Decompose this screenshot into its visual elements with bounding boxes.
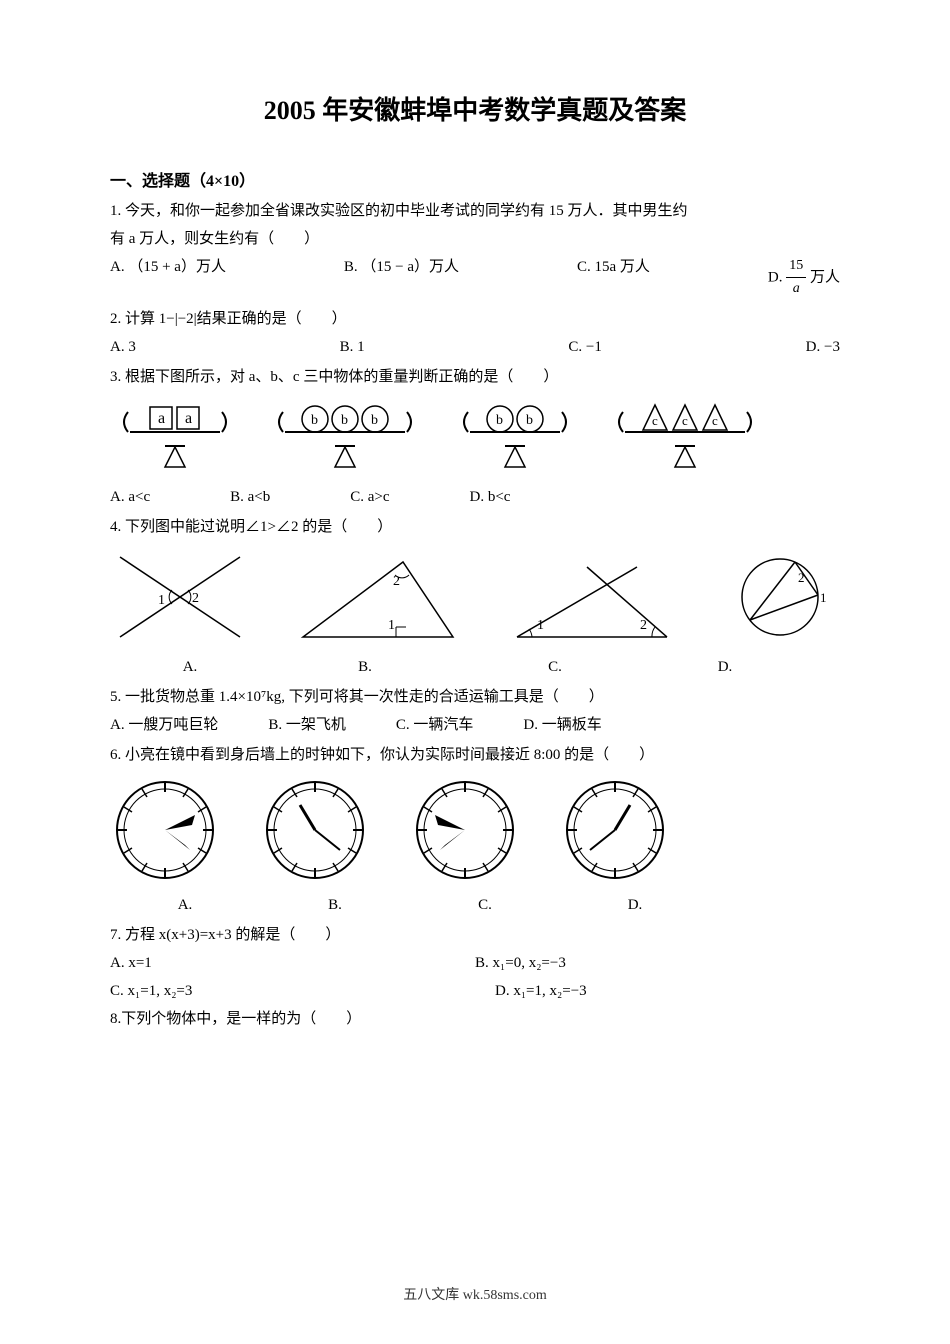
q5-opt-b: B. 一架飞机 [268,713,346,737]
q1-opt-b: B. （15 − a）万人 [344,255,459,301]
q4-label-c: C. [460,655,650,679]
svg-text:2: 2 [798,570,805,585]
balance-ccc-icon: c c c [610,397,760,477]
balance-bb-icon: b b [450,397,580,477]
angle-diagram-a-icon: 1 2 [110,547,250,647]
q2-opt-a: A. 3 [110,335,136,359]
question-3: 3. 根据下图所示，对 a、b、c 三中物体的重量判断正确的是（ ） a a b… [110,365,840,509]
q4-diagrams: 1 2 2 1 1 2 [110,547,840,647]
q2-text: 2. 计算 1−|−2|结果正确的是（ ） [110,307,840,331]
svg-text:c: c [652,413,658,428]
q3-opt-b: B. a<b [230,485,270,509]
q3-opt-a: A. a<c [110,485,150,509]
svg-text:1: 1 [388,618,395,633]
q4-label-d: D. [650,655,800,679]
q3-opt-d: D. b<c [470,485,511,509]
clock-b-icon [260,775,370,885]
q5-text: 5. 一批货物总重 1.4×10⁷kg, 下列可将其一次性走的合适运输工具是（ … [110,685,840,709]
question-1: 1. 今天，和你一起参加全省课改实验区的初中毕业考试的同学约有 15 万人．其中… [110,199,840,301]
q3-text: 3. 根据下图所示，对 a、b、c 三中物体的重量判断正确的是（ ） [110,365,840,389]
q1-optd-suffix: 万人 [810,269,840,285]
frac-numerator: 15 [786,255,806,278]
q4-label-b: B. [270,655,460,679]
question-2: 2. 计算 1−|−2|结果正确的是（ ） A. 3 B. 1 C. −1 D.… [110,307,840,359]
q2-opt-c: C. −1 [568,335,601,359]
q1-line2: 有 a 万人，则女生约有（ ） [110,227,840,251]
q3-opt-c: C. a>c [350,485,389,509]
question-4: 4. 下列图中能过说明∠1>∠2 的是（ ） 1 2 2 1 [110,515,840,679]
question-6: 6. 小亮在镜中看到身后墙上的时钟如下，你认为实际时间最接近 8:00 的是（ … [110,743,840,917]
q7-text: 7. 方程 x(x+3)=x+3 的解是（ ） [110,923,840,947]
q1-opt-c: C. 15a 万人 [577,255,650,301]
q2-opt-d: D. −3 [806,335,840,359]
q5-opt-c: C. 一辆汽车 [396,713,474,737]
question-7: 7. 方程 x(x+3)=x+3 的解是（ ） A. x=1 B. x₁=0, … [110,923,840,1003]
clock-d-icon [560,775,670,885]
q6-label-b: B. [260,893,410,917]
q1-optd-prefix: D. [768,269,786,285]
svg-text:c: c [712,413,718,428]
section-header-1: 一、选择题（4×10） [110,167,840,191]
svg-text:1: 1 [537,618,544,633]
angle-diagram-d-icon: 2 1 [720,547,840,647]
svg-text:b: b [496,413,503,428]
q5-opt-d: D. 一辆板车 [523,713,601,737]
clock-a-icon [110,775,220,885]
q6-text: 6. 小亮在镜中看到身后墙上的时钟如下，你认为实际时间最接近 8:00 的是（ … [110,743,840,767]
svg-text:b: b [526,413,533,428]
clock-c-icon [410,775,520,885]
q1-opt-d: D. 15 a 万人 [768,255,840,301]
q5-opt-a: A. 一艘万吨巨轮 [110,713,218,737]
svg-text:c: c [682,413,688,428]
q8-text: 8.下列个物体中，是一样的为（ ） [110,1007,840,1031]
svg-text:b: b [371,413,378,428]
q2-opt-b: B. 1 [340,335,365,359]
q1-line1: 1. 今天，和你一起参加全省课改实验区的初中毕业考试的同学约有 15 万人．其中… [110,199,840,223]
balance-bbb-icon: b b b [270,397,420,477]
svg-text:1: 1 [820,590,827,605]
page-footer: 五八文库 wk.58sms.com [0,1284,950,1304]
q7-opt-c: C. x₁=1, x₂=3 [110,979,455,1003]
balance-aa-icon: a a [110,397,240,477]
svg-text:1: 1 [158,593,165,608]
q6-label-a: A. [110,893,260,917]
angle-diagram-c-icon: 1 2 [507,547,677,647]
angle-diagram-b-icon: 2 1 [293,547,463,647]
q6-clocks [110,775,840,885]
q7-opt-d: D. x₁=1, x₂=−3 [455,979,840,1003]
svg-text:a: a [158,410,165,427]
svg-text:b: b [311,413,318,428]
q7-opt-b: B. x₁=0, x₂=−3 [475,951,840,975]
q1-opt-a: A. （15 + a）万人 [110,255,226,301]
fraction: 15 a [786,255,806,301]
svg-text:2: 2 [192,591,199,606]
q6-label-d: D. [560,893,710,917]
q4-text: 4. 下列图中能过说明∠1>∠2 的是（ ） [110,515,840,539]
page-title: 2005 年安徽蚌埠中考数学真题及答案 [110,90,840,127]
q3-diagrams: a a b b b b b [110,397,840,477]
q6-label-c: C. [410,893,560,917]
q4-label-a: A. [110,655,270,679]
frac-denominator: a [786,278,806,300]
svg-text:a: a [185,410,192,427]
question-5: 5. 一批货物总重 1.4×10⁷kg, 下列可将其一次性走的合适运输工具是（ … [110,685,840,737]
q7-opt-a: A. x=1 [110,951,475,975]
question-8: 8.下列个物体中，是一样的为（ ） [110,1007,840,1031]
svg-text:2: 2 [640,618,647,633]
svg-text:b: b [341,413,348,428]
